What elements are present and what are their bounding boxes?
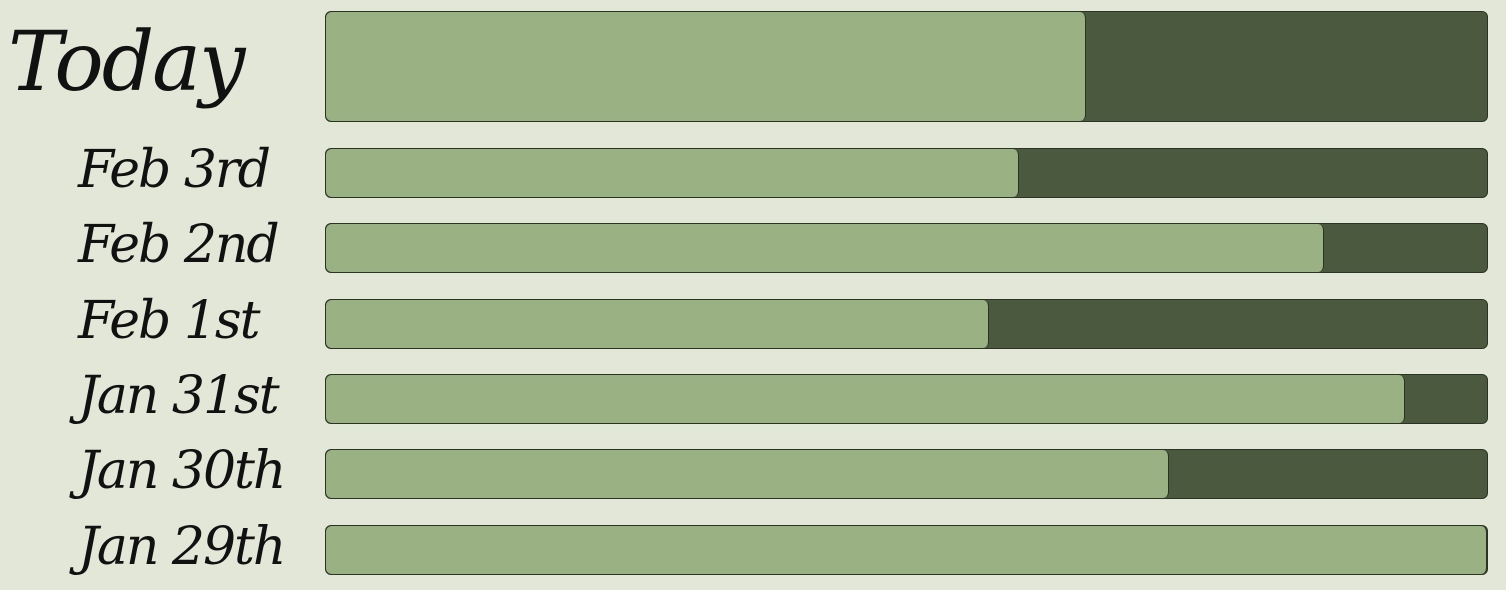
progress-fill	[326, 374, 1405, 423]
day-label: Jan 30th	[78, 441, 286, 502]
progress-track	[325, 11, 1488, 122]
progress-fill	[326, 224, 1325, 273]
progress-fill	[326, 149, 1020, 197]
day-label: Jan 29th	[78, 516, 286, 577]
day-label: Feb 1st	[78, 290, 260, 351]
day-label: Feb 2nd	[78, 215, 280, 276]
day-label: Jan 31st	[78, 365, 280, 426]
progress-track	[325, 298, 1488, 349]
progress-fill	[326, 12, 1087, 121]
progress-track	[325, 223, 1488, 274]
progress-fill	[326, 450, 1169, 499]
progress-track	[325, 148, 1488, 198]
day-label: Feb 3rd	[78, 140, 271, 200]
progress-fill	[326, 299, 989, 348]
progress-track	[325, 524, 1488, 575]
today-label: Today	[8, 14, 245, 110]
progress-track	[325, 449, 1488, 500]
progress-fill	[326, 525, 1487, 574]
progress-track	[325, 373, 1488, 424]
